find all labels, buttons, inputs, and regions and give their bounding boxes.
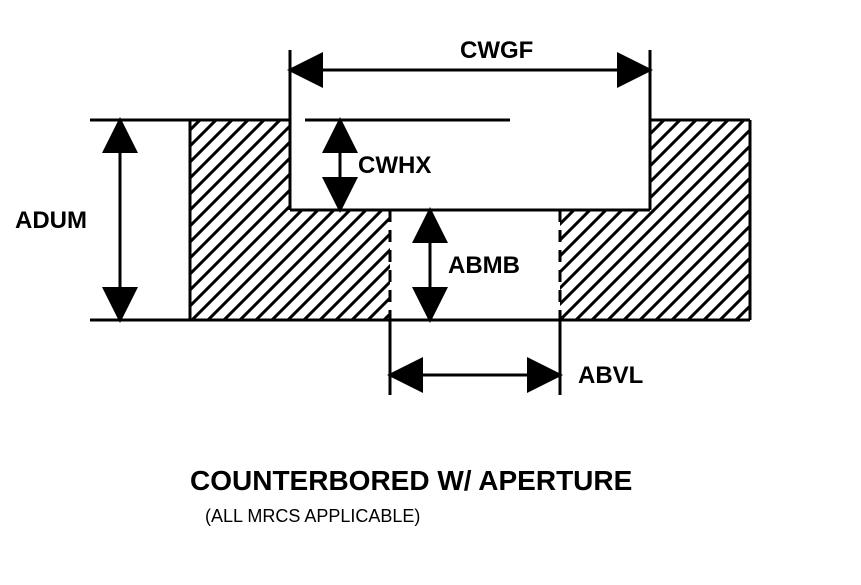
diagram-subtitle: (ALL MRCS APPLICABLE) <box>205 506 420 526</box>
diagram-title: COUNTERBORED W/ APERTURE <box>190 465 632 496</box>
label-cwgf: CWGF <box>460 37 533 64</box>
label-abvl: ABVL <box>578 362 643 389</box>
label-cwhx: CWHX <box>358 152 431 179</box>
label-adum: ADUM <box>15 207 87 234</box>
label-abmb: ABMB <box>448 252 520 279</box>
